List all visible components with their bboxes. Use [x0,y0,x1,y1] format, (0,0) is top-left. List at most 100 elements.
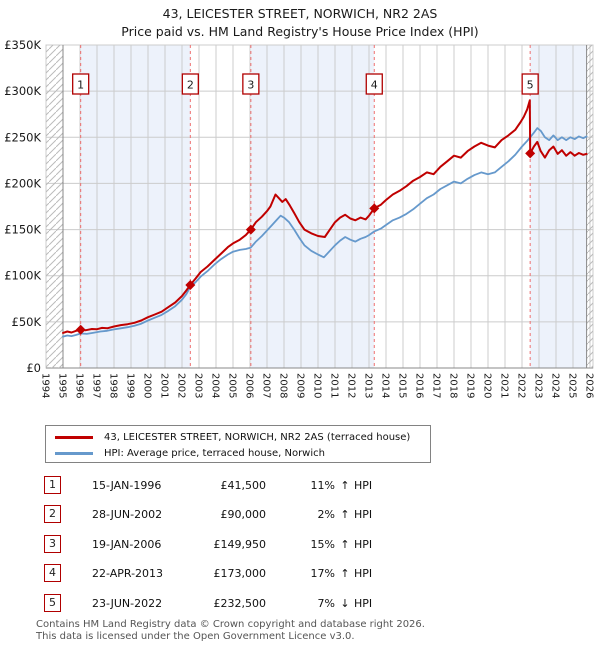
x-tick-label: 2021 [499,373,510,398]
sale-price: £41,500 [220,479,267,492]
hpi-label: HPI [354,479,373,492]
sale-date: 22-APR-2013 [92,567,164,580]
sale-number-box-4 [365,73,383,95]
sale-diamond-4 [369,203,380,214]
sale-number-box-1 [72,73,90,95]
x-tick-label: 2013 [363,373,374,398]
y-tick-label: £0 [26,361,41,375]
x-tick-label: 2014 [380,373,391,398]
x-tick-label: 2003 [193,373,204,398]
sale-number-badge: 2 [44,505,61,523]
legend-label-property: 43, LEICESTER STREET, NORWICH, NR2 2AS (… [104,431,411,443]
x-tick-label: 1995 [57,373,68,398]
hpi-direction-arrow: ↑ [340,567,350,580]
x-tick-label: 2002 [176,373,187,398]
right-hatch [586,45,593,368]
x-tick-label: 2011 [329,373,340,398]
x-tick-label: 2018 [448,373,459,398]
sale-number-box-2 [181,73,199,95]
sale-hpi-delta: 17% [310,567,335,580]
y-tick-label: £300K [4,84,41,98]
y-tick-label: £150K [4,223,41,237]
legend-row-hpi: HPI: Average price, terraced house, Norw… [55,446,325,460]
hpi-direction-arrow: ↑ [340,508,350,521]
sale-row-3: 3 19-JAN-2006 £149,950 15% ↑ HPI [44,535,389,554]
sale-number-box-5 [521,73,539,95]
sale-hpi-delta: 2% [317,508,335,521]
hpi-direction-arrow: ↓ [340,597,350,610]
sale-number-badge: 5 [44,594,61,612]
x-tick-label: 2009 [295,373,306,398]
sale-hpi-delta: 7% [317,597,335,610]
sale-diamond-1 [75,324,86,335]
sale-number-badge: 1 [44,476,61,494]
property-line [62,99,588,334]
x-tick-label: 2015 [397,373,408,398]
license-line-2: This data is licensed under the Open Gov… [36,630,355,642]
x-tick-label: 2006 [244,373,255,398]
x-tick-label: 2012 [346,373,357,398]
hpi-label: HPI [354,567,373,580]
hpi-line-swatch [55,451,93,455]
sale-date: 15-JAN-1996 [92,479,162,492]
sale-number-label-5: 5 [527,79,534,92]
hpi-direction-arrow: ↑ [340,538,350,551]
sale-date: 19-JAN-2006 [92,538,162,551]
legend-row-property: 43, LEICESTER STREET, NORWICH, NR2 2AS (… [55,430,410,444]
y-tick-label: £200K [4,176,41,190]
x-tick-label: 2023 [533,373,544,398]
x-tick-label: 2001 [159,373,170,398]
x-tick-label: 2024 [550,373,561,398]
page-title: 43, LEICESTER STREET, NORWICH, NR2 2AS [162,6,438,21]
sale-number-label-4: 4 [371,79,378,92]
hpi-label: HPI [354,538,373,551]
sale-diamond-2 [185,279,196,290]
legend-label-hpi: HPI: Average price, terraced house, Norw… [104,447,325,459]
sale-number-label-2: 2 [187,79,194,92]
x-tick-label: 2026 [584,373,595,398]
x-tick-label: 1994 [40,373,51,398]
sale-number-label-3: 3 [247,79,254,92]
x-tick-label: 2004 [210,373,221,398]
x-tick-label: 1997 [91,373,102,398]
sale-row-2: 2 28-JUN-2002 £90,000 2% ↑ HPI [44,505,389,524]
sale-diamond-5 [525,148,536,159]
sale-price: £232,500 [213,597,267,610]
hpi-line [62,127,588,338]
hpi-label: HPI [354,597,373,610]
x-tick-label: 1999 [125,373,136,398]
x-tick-label: 2008 [278,373,289,398]
sale-diamond-3 [245,224,256,235]
license-footer: Contains HM Land Registry data © Crown c… [36,619,425,642]
x-tick-label: 2005 [227,373,238,398]
page-subtitle: Price paid vs. HM Land Registry's House … [121,24,479,39]
hpi-label: HPI [354,508,373,521]
sale-hpi-delta: 15% [310,538,335,551]
ownership-band [80,45,191,368]
x-tick-label: 2007 [261,373,272,398]
sale-number-badge: 3 [44,535,61,553]
sale-number-box-3 [242,73,260,95]
x-tick-label: 2010 [312,373,323,398]
y-tick-label: £100K [4,269,41,283]
x-tick-label: 2025 [567,373,578,398]
y-tick-label: £250K [4,130,41,144]
x-tick-label: 2017 [431,373,442,398]
no-data-hatch [46,45,593,368]
sale-number-label-1: 1 [77,79,84,92]
x-tick-label: 2022 [516,373,527,398]
sale-row-4: 4 22-APR-2013 £173,000 17% ↑ HPI [44,564,389,583]
hpi-direction-arrow: ↑ [340,479,350,492]
sale-date: 28-JUN-2002 [92,508,163,521]
x-tick-label: 2000 [142,373,153,398]
ownership-bands [80,45,587,368]
license-line-1: Contains HM Land Registry data © Crown c… [36,619,425,630]
sale-markers: 1 2 3 4 5 [72,73,539,335]
x-tick-label: 2019 [465,373,476,398]
price-chart: 1 2 3 4 5 £0 £50K £100K £150K £200K £250K £300K £35… [4,38,594,398]
x-tick-label: 2016 [414,373,425,398]
ownership-band [530,45,587,368]
x-tick-label: 1996 [74,373,85,398]
axis-labels: £0 £50K £100K £150K £200K £250K £300K £350K 1994… [4,38,594,398]
x-tick-label: 2020 [482,373,493,398]
